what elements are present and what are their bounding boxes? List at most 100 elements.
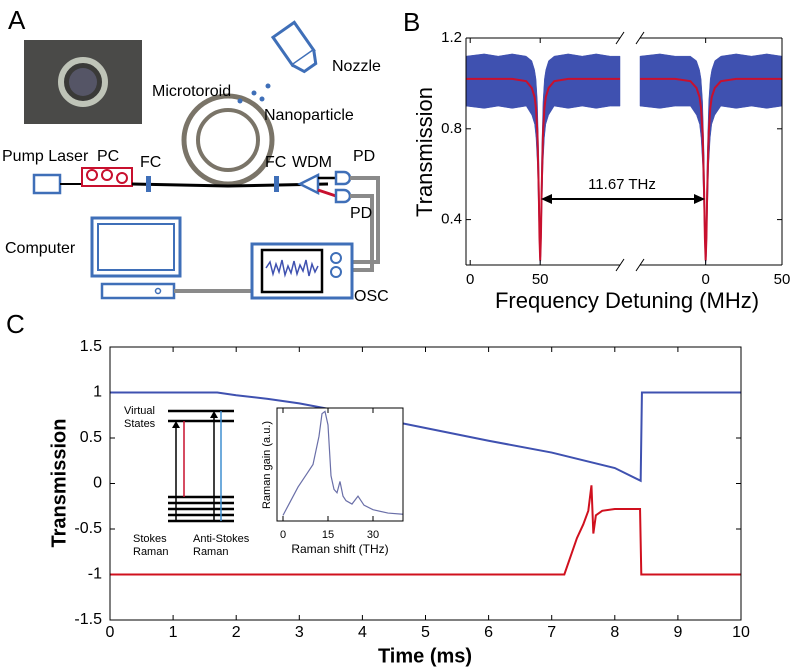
label: Pump Laser [2, 148, 89, 165]
label: FC [265, 154, 286, 171]
label: Nozzle [332, 58, 381, 75]
x-tick-label: 0 [280, 529, 286, 541]
energy-label: Raman [193, 546, 228, 558]
axis-break [615, 31, 625, 45]
energy-label: Raman [133, 546, 168, 558]
x-axis-label: Time (ms) [378, 645, 472, 667]
label: Computer [5, 240, 76, 257]
x-axis-label: Frequency Detuning (MHz) [495, 288, 759, 313]
pc-loop [86, 169, 98, 181]
y-axis-label: Transmission [412, 87, 437, 217]
x-axis-label: Raman shift (THz) [291, 542, 388, 556]
label: FC [140, 154, 161, 171]
keyboard [100, 282, 176, 300]
arrow-head [210, 411, 218, 418]
annotation: 11.67 THz [588, 176, 656, 193]
series-line [110, 391, 741, 483]
keyboard-dot [154, 287, 162, 295]
x-tick-label: 0 [106, 624, 115, 641]
y-axis-label: Transmission [48, 419, 70, 548]
panel-a: A [2, 5, 389, 305]
label: Nanoparticle [264, 107, 354, 124]
pc-loop [101, 169, 113, 181]
monitor-screen [97, 223, 175, 271]
y-tick-label: 1.2 [441, 29, 462, 46]
plot-frame [109, 346, 742, 621]
wdm [297, 172, 320, 196]
x-tick-label: 50 [774, 271, 791, 288]
x-tick-label: 0 [701, 271, 709, 288]
pump-laser [32, 173, 62, 195]
x-tick-label: 0 [466, 271, 474, 288]
arrow-head [541, 194, 552, 204]
particle [237, 98, 243, 104]
photodetector [334, 188, 352, 204]
fiber-red [317, 188, 337, 198]
y-tick-label: 1.5 [80, 338, 102, 355]
energy-label: Virtual [124, 405, 155, 417]
y-tick-label: 0.5 [80, 429, 102, 446]
axis-break [635, 31, 645, 45]
fit-line [640, 77, 782, 261]
label: OSC [354, 288, 389, 305]
inset-background [277, 408, 403, 521]
pc-loop [116, 172, 128, 184]
label: PC [97, 148, 119, 165]
arrow-head [172, 421, 180, 428]
plot-frame [276, 407, 404, 522]
particle [259, 96, 265, 102]
x-tick-label: 8 [610, 624, 619, 641]
osc-knob [330, 252, 342, 264]
series-line [282, 410, 404, 516]
x-tick-label: 9 [673, 624, 682, 641]
x-tick-label: 3 [295, 624, 304, 641]
label: PD [350, 205, 372, 222]
fit-line [466, 77, 620, 261]
taper-fiber [131, 182, 329, 188]
photodetector [334, 170, 352, 186]
x-tick-label: 1 [169, 624, 178, 641]
x-tick-label: 5 [421, 624, 430, 641]
osc-knob [330, 266, 342, 278]
label: PD [353, 148, 375, 165]
x-tick-label: 30 [367, 529, 379, 541]
energy-label: Stokes [133, 533, 167, 545]
x-tick-label: 4 [358, 624, 367, 641]
y-tick-label: 1 [93, 384, 102, 401]
label: WDM [292, 154, 332, 171]
x-tick-label: 10 [732, 624, 750, 641]
x-tick-label: 2 [232, 624, 241, 641]
axis-break [615, 258, 625, 272]
y-tick-label: 0.4 [441, 211, 462, 228]
microtoroid-inner [196, 108, 260, 172]
energy-label: States [124, 418, 156, 430]
y-tick-label: -1 [88, 566, 102, 583]
x-tick-label: 50 [532, 271, 549, 288]
series-line [110, 485, 741, 576]
energy-label: Anti-Stokes [193, 533, 250, 545]
y-tick-label: -1.5 [74, 611, 102, 628]
y-tick-label: -0.5 [74, 520, 102, 537]
y-tick-label: 0.8 [441, 120, 462, 137]
label: Microtoroid [152, 83, 231, 100]
particle [251, 90, 257, 96]
microtoroid [181, 93, 275, 187]
nanoparticles [237, 83, 271, 104]
particle [265, 83, 271, 89]
arrow-head [694, 194, 705, 204]
nozzle [270, 20, 318, 74]
x-tick-label: 7 [547, 624, 556, 641]
cable [350, 176, 380, 264]
osc-trace [265, 259, 319, 278]
photo-core [69, 68, 97, 96]
fiber-connector [146, 176, 151, 192]
panel-label: B [403, 7, 420, 37]
panel-label: A [8, 5, 26, 35]
energy-diagram: Virtual States Stokes Raman Anti-Stokes … [124, 405, 250, 558]
axis-break [635, 258, 645, 272]
nozzle-tip [291, 50, 318, 74]
x-tick-label: 15 [322, 529, 334, 541]
panel-label: C [6, 309, 25, 339]
